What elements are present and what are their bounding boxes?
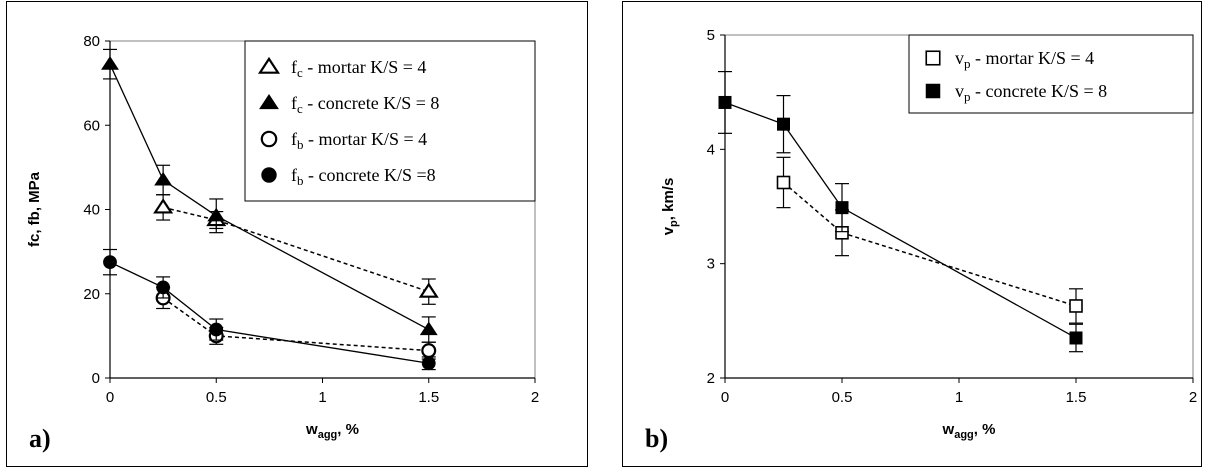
chart-a-legend-label-0: fc - mortar K/S = 4 [291, 57, 426, 80]
chart-a-y-tick-label: 60 [83, 117, 100, 134]
chart-b-legend-marker-1 [925, 83, 941, 99]
chart-b-series-1-point [835, 201, 849, 215]
chart-b-panel-label: b) [645, 424, 668, 453]
chart-b-series-0-point [776, 175, 791, 190]
chart-b-series-1-point [718, 95, 732, 109]
chart-a-legend-marker-2 [260, 130, 278, 148]
chart-b-x-tick-label: 1.5 [1066, 389, 1087, 406]
chart-a-series-0-line [162, 206, 429, 293]
chart-a-y-tick-label: 40 [83, 202, 100, 219]
chart-a-x-tick-label: 1 [318, 389, 326, 406]
chart-a-y-tick-label: 20 [83, 286, 100, 303]
chart-a-series-3-point [421, 356, 436, 371]
chart-a-series-3-point [209, 322, 224, 337]
chart-a-y-tick-label: 0 [92, 370, 100, 387]
chart-b-x-tick-label: 0.5 [832, 389, 853, 406]
chart-a-series-1-line [109, 63, 430, 331]
chart-b-legend-marker-0 [925, 50, 941, 66]
chart-a-series-1-point [207, 207, 226, 222]
chart-a-panel-label: a) [29, 424, 51, 453]
chart-b-series-1-point [1069, 331, 1083, 345]
chart-a-series-3-point [103, 255, 117, 270]
chart-b-series-0-point [1069, 299, 1083, 313]
chart-a-x-tick-label: 0 [106, 389, 114, 406]
chart-b-x-tick-label: 1 [955, 389, 963, 406]
chart-b-x-axis-label: wagg, % [942, 421, 996, 441]
chart-a-series-2-point [421, 343, 437, 359]
chart-b-y-tick-label: 2 [707, 370, 715, 387]
chart-a-series-1-point [419, 321, 438, 336]
chart-b-x-tick-label: 0 [721, 389, 729, 406]
chart-a-series-0-point [153, 198, 174, 214]
chart-a-legend-marker-0 [257, 56, 281, 74]
chart-a-legend-box [244, 40, 536, 202]
chart-a-y-tick-label: 80 [83, 33, 100, 50]
chart-a-legend-label-3: fb - concrete K/S =8 [291, 165, 436, 188]
chart-a-series-1-point [101, 56, 119, 70]
chart-a-y-axis-label: fc, fb, MPa [26, 171, 43, 247]
chart-a-series-1-point [154, 171, 173, 186]
chart-a-series-3-line [109, 261, 429, 364]
chart-b-series-1-point [777, 117, 790, 131]
chart-a-legend-marker-3 [261, 167, 277, 183]
chart-b-svg: 0 0.5 1 1.5 2 2 3 4 5 wagg, % vp, km/s b) vp - morta… [645, 27, 1197, 453]
chart-panel-b: 0 0.5 1 1.5 2 2 3 4 5 wagg, % vp, km/s b) vp - morta… [622, 1, 1202, 467]
chart-b-x-tick-label: 2 [1189, 389, 1197, 406]
chart-a-x-tick-label: 0.5 [206, 389, 227, 406]
chart-b-y-tick-label: 3 [707, 256, 715, 273]
chart-b-y-tick-label: 4 [707, 141, 715, 158]
chart-a-x-tick-label: 1.5 [418, 389, 439, 406]
chart-a-series-3-point [156, 280, 171, 295]
chart-panel-a: 0 0.5 1 1.5 2 0 20 40 60 80 wagg, % fc, fb, MPa a) fc… [6, 1, 588, 467]
chart-b-series-0-line [783, 181, 1077, 307]
chart-a-legend-label-1: fc - concrete K/S = 8 [291, 93, 439, 116]
chart-a-legend-marker-1 [259, 93, 279, 110]
chart-b-y-axis-label: vp, km/s [660, 178, 680, 236]
chart-a-x-axis-label: wagg, % [305, 421, 359, 441]
chart-a-series-0-point [418, 282, 439, 298]
chart-b-series-1-line [724, 101, 1077, 339]
chart-b-y-tick-label: 5 [707, 27, 715, 44]
chart-b-legend-label-0: vp - mortar K/S = 4 [955, 48, 1094, 71]
chart-a-x-tick-label: 2 [531, 389, 539, 406]
chart-b-legend-box [908, 34, 1194, 114]
chart-b-legend-label-1: vp - concrete K/S = 8 [955, 81, 1107, 104]
chart-a-legend-label-2: fb - mortar K/S = 4 [291, 129, 427, 152]
